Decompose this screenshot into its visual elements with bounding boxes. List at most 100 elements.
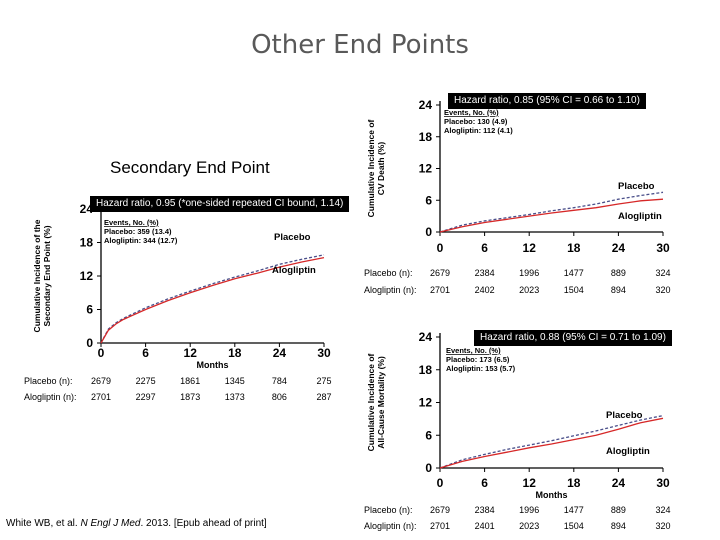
citation-journal: N Engl J Med: [80, 518, 141, 529]
at-risk-value: 889: [611, 505, 626, 515]
placebo-series-label: Placebo: [618, 181, 655, 192]
placebo-series-line: [439, 414, 664, 469]
mortality-hazard-ratio: Hazard ratio, 0.88 (95% CI = 0.71 to 1.0…: [474, 330, 672, 346]
x-tick-label: 24: [273, 346, 287, 360]
at-risk-value: 1373: [225, 392, 245, 402]
x-tick-label: 0: [437, 241, 444, 255]
y-tick-label: 18: [80, 236, 94, 250]
at-risk-row-label: Placebo (n):: [364, 268, 413, 278]
at-risk-row-label: Alogliptin (n):: [364, 285, 417, 295]
x-tick-label: 6: [481, 476, 488, 490]
at-risk-value: 2679: [430, 505, 450, 515]
at-risk-value: 1504: [564, 285, 584, 295]
y-tick-label: 18: [419, 130, 433, 144]
events-entry: Placebo: 130 (4.9): [444, 117, 508, 126]
at-risk-value: 1996: [519, 505, 539, 515]
at-risk-row-label: Alogliptin (n):: [24, 392, 77, 402]
y-axis-label: All-Cause Mortality (%): [376, 356, 386, 449]
y-axis-label: Cumulative Incidence of: [366, 353, 376, 451]
y-tick-label: 18: [419, 363, 433, 377]
alogliptin-series-label: Alogliptin: [272, 265, 316, 276]
at-risk-row-label: Placebo (n):: [24, 376, 73, 386]
y-tick-label: 0: [425, 225, 432, 239]
y-tick-label: 24: [80, 202, 94, 216]
citation: White WB, et al. N Engl J Med. 2013. [Ep…: [6, 518, 267, 529]
at-risk-value: 2023: [519, 521, 539, 531]
x-tick-label: 18: [567, 241, 581, 255]
x-tick-label: 6: [481, 241, 488, 255]
placebo-series-label: Placebo: [274, 232, 311, 243]
secondary-end-point-chart: 0 6 12 18 24 0 6 12 18 24 30 Months Cumulative Incid…: [24, 202, 332, 402]
x-tick-label: 12: [523, 241, 537, 255]
y-tick-label: 6: [425, 428, 432, 442]
at-risk-value: 894: [611, 285, 626, 295]
alogliptin-series-label: Alogliptin: [618, 211, 662, 222]
at-risk-value: 2701: [430, 521, 450, 531]
secondary-hazard-ratio: Hazard ratio, 0.95 (*one-sided repeated …: [90, 196, 350, 212]
at-risk-value: 324: [655, 268, 670, 278]
events-entry: Alogliptin: 344 (12.7): [104, 236, 178, 245]
at-risk-value: 2384: [475, 505, 495, 515]
y-tick-label: 6: [86, 303, 93, 317]
events-entry: Placebo: 173 (6.5): [446, 355, 510, 364]
y-axis-label: Cumulative Incidence of: [366, 119, 376, 217]
x-tick-label: 0: [98, 346, 105, 360]
y-axis-label: CV Death (%): [376, 142, 386, 196]
events-header: Events, No. (%): [444, 108, 499, 117]
x-axis-label: Months: [197, 360, 229, 370]
at-risk-value: 2297: [136, 392, 156, 402]
at-risk-value: 2384: [475, 268, 495, 278]
events-entry: Alogliptin: 153 (5.7): [446, 364, 516, 373]
cv-death-hazard-ratio: Hazard ratio, 0.85 (95% CI = 0.66 to 1.1…: [448, 93, 646, 109]
placebo-series-label: Placebo: [606, 410, 643, 421]
y-axis-label: Cumulative Incidence of the: [32, 219, 42, 332]
events-header: Events, No. (%): [104, 218, 159, 227]
x-tick-label: 18: [567, 476, 581, 490]
y-tick-label: 24: [419, 330, 433, 344]
at-risk-value: 324: [655, 505, 670, 515]
at-risk-value: 2402: [475, 285, 495, 295]
citation-authors: White WB, et al.: [6, 518, 81, 529]
x-tick-label: 30: [317, 346, 331, 360]
at-risk-value: 2401: [475, 521, 495, 531]
at-risk-value: 1477: [564, 268, 584, 278]
at-risk-value: 1345: [225, 376, 245, 386]
at-risk-value: 889: [611, 268, 626, 278]
events-entry: Alogliptin: 112 (4.1): [444, 126, 513, 135]
x-axis-label: Months: [536, 490, 568, 500]
events-header: Events, No. (%): [446, 346, 501, 355]
at-risk-value: 1477: [564, 505, 584, 515]
x-tick-label: 12: [523, 476, 537, 490]
x-tick-label: 0: [437, 476, 444, 490]
at-risk-value: 2701: [91, 392, 111, 402]
y-tick-label: 0: [86, 336, 93, 350]
cv-death-chart: 0 6 12 18 24 0 6 12 18 24 30 Cumulative Incidence o…: [364, 98, 671, 295]
x-tick-label: 30: [656, 241, 670, 255]
at-risk-value: 275: [316, 376, 331, 386]
x-tick-label: 24: [612, 476, 626, 490]
at-risk-value: 1996: [519, 268, 539, 278]
at-risk-value: 1504: [564, 521, 584, 531]
at-risk-value: 2679: [430, 268, 450, 278]
at-risk-value: 320: [655, 521, 670, 531]
alogliptin-series-line: [100, 256, 325, 344]
alogliptin-series-label: Alogliptin: [606, 446, 650, 457]
at-risk-value: 784: [272, 376, 287, 386]
x-tick-label: 6: [142, 346, 149, 360]
placebo-series-line: [100, 254, 325, 344]
x-tick-label: 24: [612, 241, 626, 255]
x-tick-label: 18: [228, 346, 242, 360]
at-risk-value: 2275: [136, 376, 156, 386]
at-risk-value: 320: [655, 285, 670, 295]
y-tick-label: 24: [419, 98, 433, 112]
y-tick-label: 12: [419, 162, 433, 176]
x-tick-label: 12: [184, 346, 198, 360]
at-risk-row-label: Alogliptin (n):: [364, 521, 417, 531]
y-tick-label: 6: [425, 193, 432, 207]
at-risk-value: 1861: [180, 376, 200, 386]
y-tick-label: 0: [425, 461, 432, 475]
y-tick-label: 12: [419, 396, 433, 410]
secondary-end-point-title: Secondary End Point: [110, 158, 270, 177]
at-risk-value: 2679: [91, 376, 111, 386]
all-cause-mortality-chart: 0 6 12 18 24 0 6 12 18 24 30 Months Cumulative Incid…: [364, 330, 671, 531]
